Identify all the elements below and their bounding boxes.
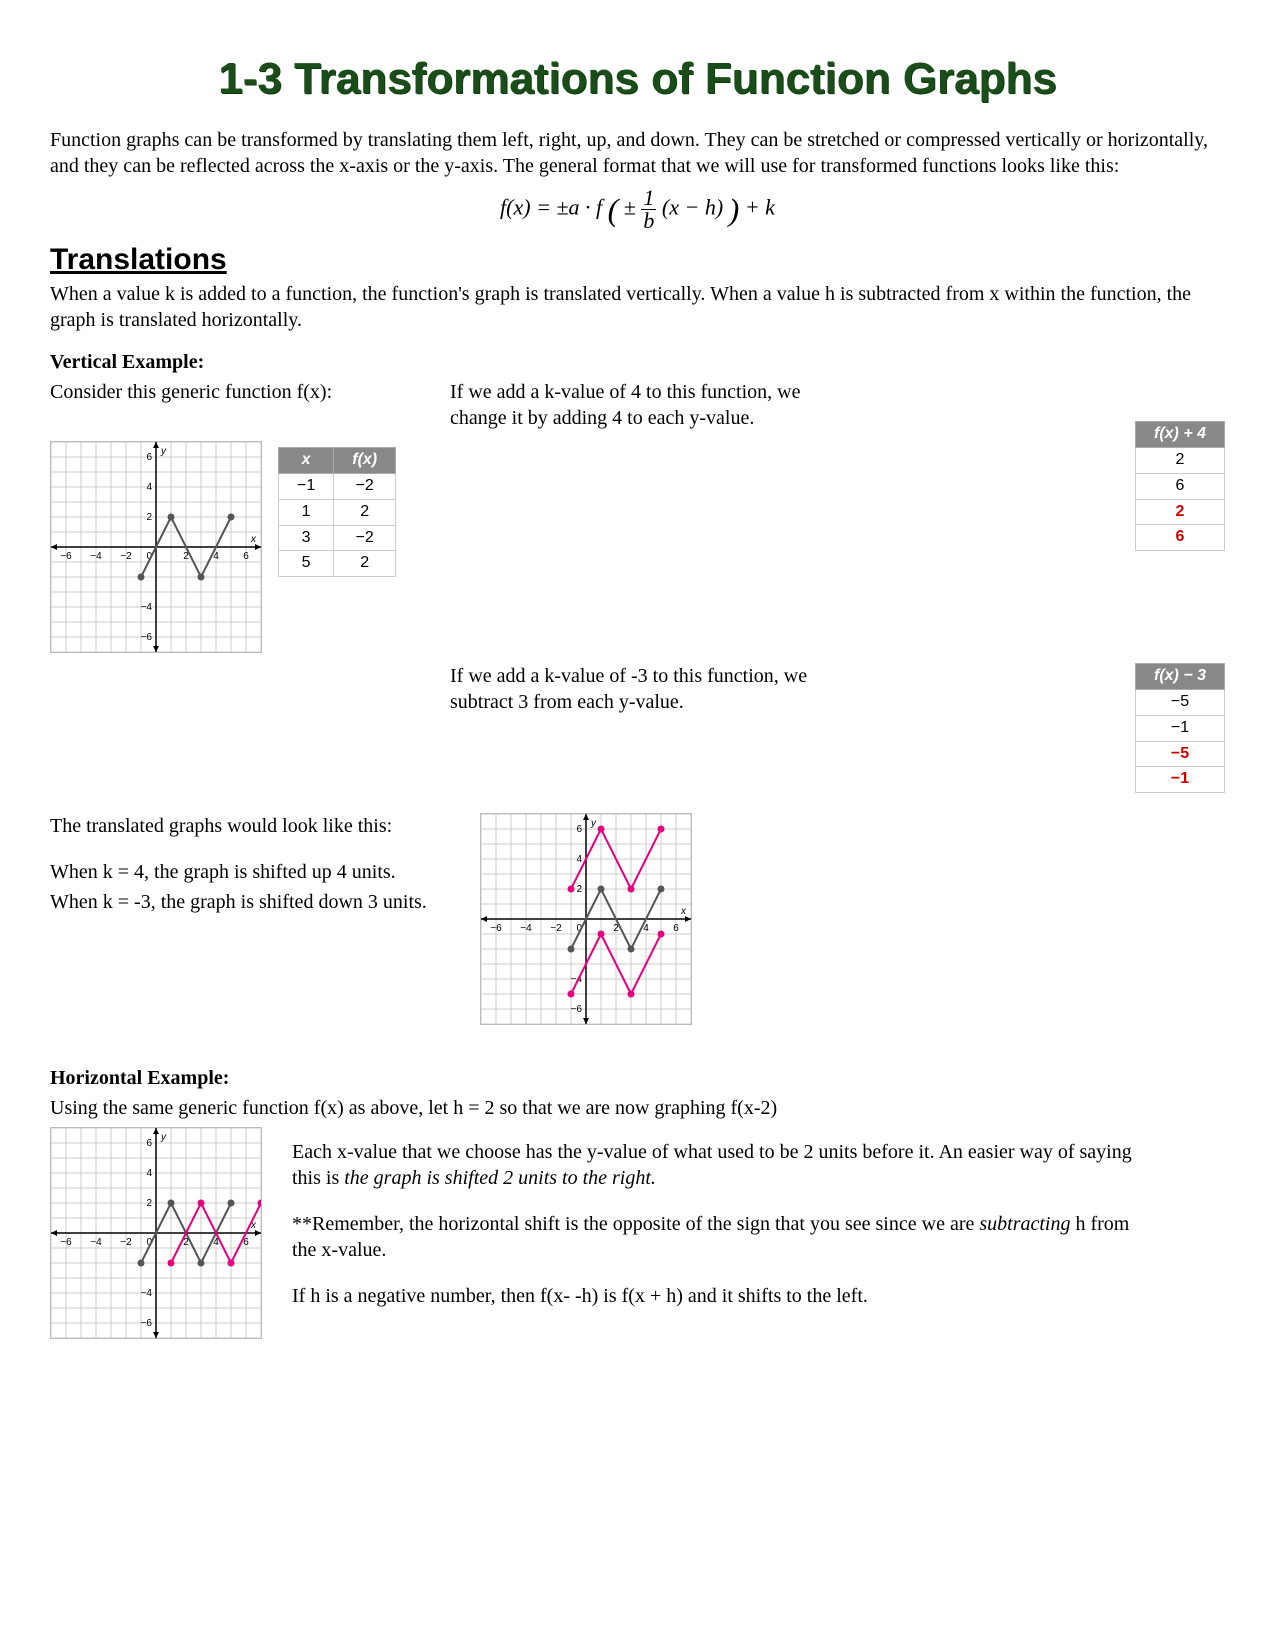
svg-text:6: 6 <box>146 452 152 463</box>
svg-text:−4: −4 <box>141 1288 153 1299</box>
svg-text:2: 2 <box>146 512 152 523</box>
svg-text:6: 6 <box>673 923 679 934</box>
svg-text:−6: −6 <box>490 923 502 934</box>
horizontal-example-heading: Horizontal Example: <box>50 1067 229 1089</box>
intro-paragraph: Function graphs can be transformed by tr… <box>50 127 1225 179</box>
svg-text:4: 4 <box>146 482 152 493</box>
horizontal-p2: **Remember, the horizontal shift is the … <box>292 1211 1132 1263</box>
svg-text:−2: −2 <box>120 1237 132 1248</box>
svg-text:−4: −4 <box>90 551 102 562</box>
svg-text:y: y <box>160 446 167 457</box>
horizontal-shift-graph: −6−4−2246−6−42460xy <box>50 1127 262 1339</box>
svg-text:y: y <box>160 1132 167 1143</box>
vertical-kneg3-text: If we add a k-value of -3 to this functi… <box>450 663 810 715</box>
fx-plus4-table: f(x) + 42626 <box>1135 421 1225 551</box>
translations-heading: Translations <box>50 240 1225 279</box>
general-formula: f(x) = ±a · f ( ± 1b (x − h) ) + k <box>50 187 1225 232</box>
svg-text:−4: −4 <box>520 923 532 934</box>
svg-text:−2: −2 <box>120 551 132 562</box>
page-title: 1-3 Transformations of Function Graphs <box>50 50 1225 107</box>
svg-text:−2: −2 <box>550 923 562 934</box>
fx-table: xf(x)−1−2123−252 <box>278 447 396 577</box>
svg-text:−6: −6 <box>571 1004 583 1015</box>
vertical-example-heading: Vertical Example: <box>50 351 204 373</box>
svg-text:x: x <box>680 906 687 917</box>
vertical-consider-text: Consider this generic function f(x): <box>50 379 450 405</box>
fx-minus3-table: f(x) − 3−5−1−5−1 <box>1135 663 1225 793</box>
k4-shift-text: When k = 4, the graph is shifted up 4 un… <box>50 859 470 885</box>
svg-text:−6: −6 <box>60 1237 72 1248</box>
svg-text:−6: −6 <box>60 551 72 562</box>
svg-text:6: 6 <box>146 1138 152 1149</box>
svg-text:−6: −6 <box>141 632 153 643</box>
svg-text:2: 2 <box>146 1198 152 1209</box>
svg-text:4: 4 <box>576 854 582 865</box>
svg-text:y: y <box>590 818 597 829</box>
svg-text:6: 6 <box>576 824 582 835</box>
translated-graphs-label: The translated graphs would look like th… <box>50 813 470 839</box>
svg-text:6: 6 <box>243 551 249 562</box>
translations-intro: When a value k is added to a function, t… <box>50 281 1225 333</box>
kneg3-shift-text: When k = -3, the graph is shifted down 3… <box>50 889 470 915</box>
horizontal-p1: Each x-value that we choose has the y-va… <box>292 1139 1132 1191</box>
horizontal-intro: Using the same generic function f(x) as … <box>50 1095 1225 1121</box>
svg-text:x: x <box>250 534 257 545</box>
svg-text:−6: −6 <box>141 1318 153 1329</box>
svg-text:−4: −4 <box>90 1237 102 1248</box>
base-function-graph: −6−4−2246−6−42460xy <box>50 441 262 653</box>
svg-text:2: 2 <box>576 884 582 895</box>
svg-text:−4: −4 <box>141 602 153 613</box>
svg-text:4: 4 <box>146 1168 152 1179</box>
translated-graph: −6−4−2246−6−42460xy <box>480 813 692 1025</box>
vertical-k4-text: If we add a k-value of 4 to this functio… <box>450 379 810 431</box>
horizontal-p3: If h is a negative number, then f(x- -h)… <box>292 1283 1132 1309</box>
